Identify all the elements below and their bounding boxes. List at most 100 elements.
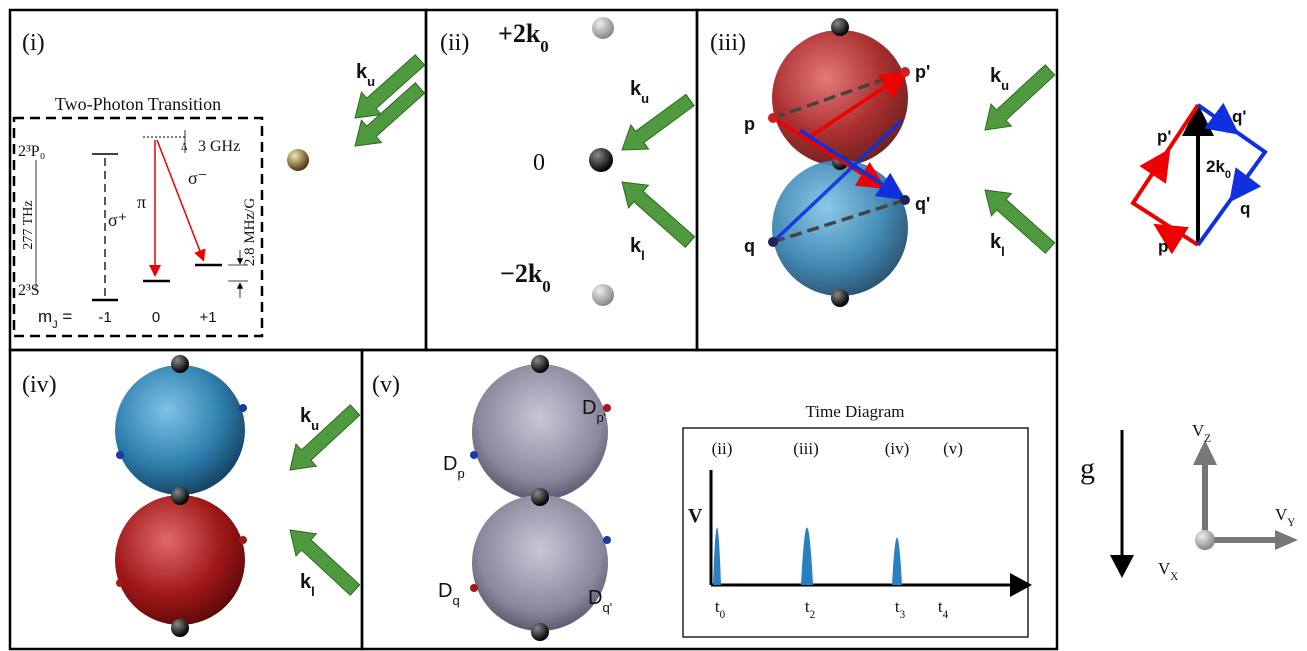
momentum-label: −2k0 <box>500 259 551 296</box>
loop-diagram <box>1130 102 1268 255</box>
time-label: t3 <box>895 597 906 621</box>
detector-label: Dp <box>443 453 465 481</box>
laser-arrow <box>621 181 696 248</box>
laser-arrow <box>984 189 1056 254</box>
text-sub: q <box>452 593 459 608</box>
text-base: m <box>38 307 52 326</box>
text-sub: 4 <box>943 609 949 621</box>
text-base: t <box>938 597 943 616</box>
mj-value: +1 <box>199 309 216 326</box>
momentum-label: p' <box>915 62 930 82</box>
text-sub: p <box>457 466 464 481</box>
detuning-label: 3 GHz <box>198 138 240 155</box>
text-base: k <box>300 571 312 593</box>
wavevector-label: kl <box>990 231 1005 259</box>
text-sub: 3 <box>900 609 906 621</box>
wavevector-label: ku <box>630 78 649 106</box>
gravity-label: g <box>1080 452 1095 485</box>
wavevector-label: ku <box>356 61 375 89</box>
momentum-label: q <box>744 236 755 256</box>
momentum-label: 0 <box>533 150 545 176</box>
text-sub: Z <box>1204 433 1211 445</box>
laser-arrow <box>289 529 361 596</box>
wavevector-label: kl <box>630 235 645 263</box>
axes-frame <box>1110 430 1298 578</box>
transition-label: σ⁺ <box>108 210 127 230</box>
text-sub: X <box>1170 571 1178 583</box>
text-sub: 2 <box>810 609 816 621</box>
time-diagram <box>682 427 1032 638</box>
loop-label: p' <box>1157 127 1171 146</box>
axis-label: V <box>688 505 703 527</box>
panel-label: (iii) <box>710 30 746 56</box>
detector-label: Dp' <box>582 397 606 425</box>
text-sub: 0 <box>542 277 550 296</box>
text-base: V <box>1192 421 1205 440</box>
diagram-title: Two-Photon Transition <box>55 94 221 114</box>
panel-label: (v) <box>372 372 400 398</box>
text-sub: q' <box>602 600 612 615</box>
loop-label: q <box>1240 199 1250 218</box>
text-base: D <box>438 580 452 602</box>
stage-label: (ii) <box>712 439 733 458</box>
text-base: D <box>443 453 457 475</box>
text-sub: u <box>1001 78 1009 93</box>
text-base: V <box>1158 559 1171 578</box>
text-base: −2k <box>500 259 543 288</box>
wavevector-label: kl <box>300 571 315 599</box>
text-base: k <box>300 405 312 427</box>
level-diagram <box>12 116 264 338</box>
time-label: t0 <box>715 597 726 621</box>
atom <box>592 284 614 306</box>
stage-label: (iii) <box>793 439 819 458</box>
text-sub: 0 <box>720 609 726 621</box>
detector-label: Dq' <box>588 587 612 615</box>
laser-arrows <box>289 54 1056 596</box>
shells <box>470 355 611 641</box>
frequency-label: 277 THz <box>21 200 36 249</box>
zeeman-label: 2.8 MHz/G <box>242 198 258 266</box>
atom <box>287 149 309 171</box>
axis-label: VX <box>1158 559 1178 583</box>
momentum-label: q' <box>915 194 930 214</box>
text-sub: p' <box>596 410 606 425</box>
text-sub: Y <box>1287 517 1295 529</box>
momentum-label: +2k0 <box>498 19 549 56</box>
text-sub: l <box>1001 244 1005 259</box>
text-sub: 0 <box>1225 169 1231 181</box>
loop-label: 2k0 <box>1206 157 1231 181</box>
panel-label: (iv) <box>22 372 57 398</box>
detector-label: Dq <box>438 580 460 608</box>
text-sub: l <box>641 248 645 263</box>
text-sub: u <box>641 91 649 106</box>
momentum-label: p <box>744 114 755 134</box>
laser-arrow <box>289 404 361 471</box>
detuning-symbol: Δ <box>181 142 188 153</box>
text-base: t <box>895 597 900 616</box>
text-base: 2k <box>1206 157 1225 176</box>
axis-label: VY <box>1275 505 1295 529</box>
time-label: t4 <box>938 597 949 621</box>
level-label: 2³S <box>18 282 40 299</box>
wavevector-label: ku <box>990 65 1009 93</box>
text-base: D <box>582 397 596 419</box>
text-base: t <box>715 597 720 616</box>
mj-value: 0 <box>152 309 160 326</box>
time-diagram-title: Time Diagram <box>805 402 904 421</box>
stage-label: (v) <box>943 439 963 458</box>
transition-label: σ⁻ <box>188 168 207 188</box>
labels: (i) Two-Photon Transition 2³P₀ 2³S 277 THz σ⁺… <box>18 19 1295 621</box>
stage-label: (iv) <box>885 439 910 458</box>
text-sub: 0 <box>540 37 548 56</box>
panel-label: (i) <box>22 30 45 56</box>
text-base: V <box>1275 505 1288 524</box>
text-base: k <box>990 231 1002 253</box>
mj-label: mJ = <box>38 307 72 331</box>
wavevector-label: ku <box>300 405 319 433</box>
text-tail: = <box>58 307 73 326</box>
text-sub: J <box>52 319 58 331</box>
time-label: t2 <box>805 597 815 621</box>
text-base: k <box>356 61 368 83</box>
loop-label: q' <box>1232 107 1246 126</box>
